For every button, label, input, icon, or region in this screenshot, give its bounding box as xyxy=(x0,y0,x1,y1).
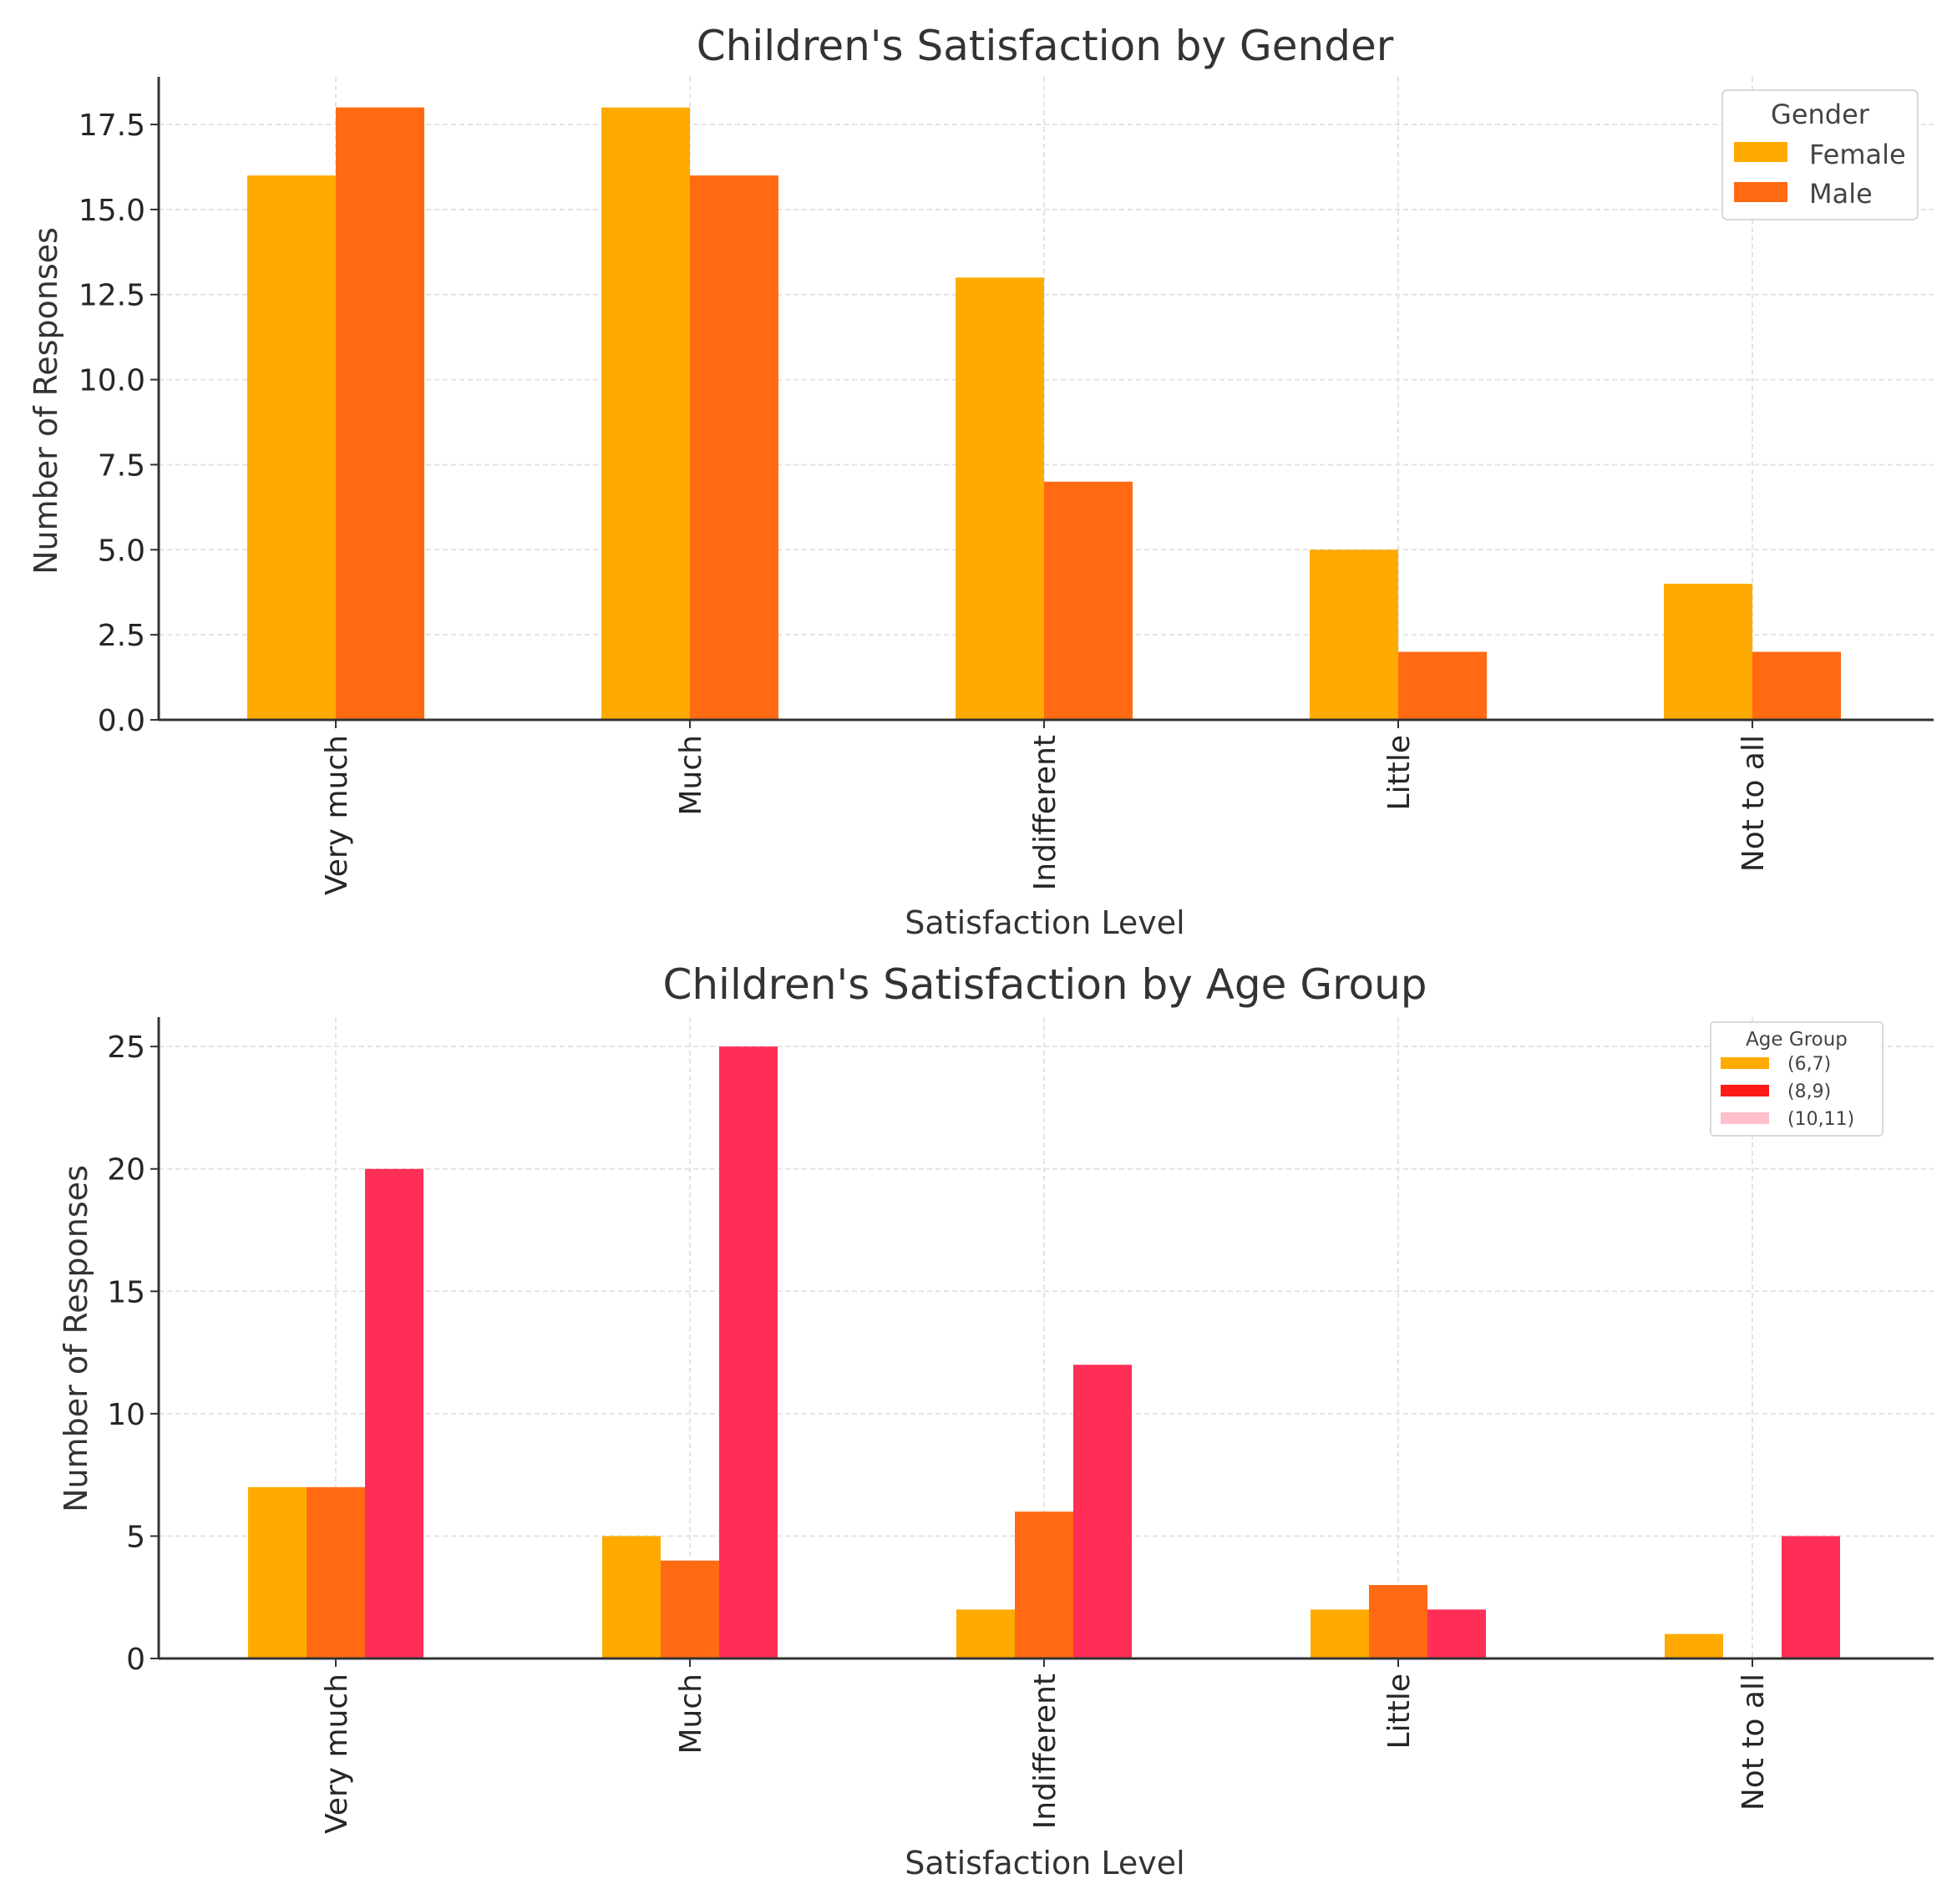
legend: Gender Female Male xyxy=(1721,89,1919,220)
x-axis-label: Satisfaction Level xyxy=(905,1845,1184,1881)
bar-male xyxy=(1044,481,1133,720)
bar-male xyxy=(336,107,424,720)
x-ticks: Very much Much Indifferent Little Not to all xyxy=(320,720,1771,895)
x-axis-label: Satisfaction Level xyxy=(905,904,1184,941)
y-tick-label: 15.0 xyxy=(79,194,145,228)
bar-6-7 xyxy=(248,1486,307,1658)
bar-8-9 xyxy=(1015,1512,1073,1658)
y-tick-label: 0 xyxy=(126,1643,145,1677)
bar-10-11 xyxy=(1782,1536,1840,1658)
legend-swatch-female xyxy=(1734,142,1787,162)
bar-female xyxy=(247,175,336,721)
bar-8-9 xyxy=(1369,1585,1427,1658)
legend-label-10-11: (10,11) xyxy=(1787,1109,1854,1130)
x-tick-label: Little xyxy=(1382,1674,1417,1749)
x-tick-label: Very much xyxy=(320,735,354,895)
legend-label-6-7: (6,7) xyxy=(1787,1054,1831,1075)
y-axis-label: Number of Responses xyxy=(58,1165,94,1512)
bar-10-11 xyxy=(365,1168,423,1658)
y-tick-label: 15 xyxy=(107,1275,145,1309)
x-tick-label: Little xyxy=(1382,735,1417,810)
legend-frame xyxy=(1710,1021,1883,1137)
bar-male xyxy=(1398,651,1487,720)
y-tick-label: 0.0 xyxy=(98,704,145,738)
bar-male xyxy=(1752,651,1841,720)
bar-8-9 xyxy=(307,1486,365,1658)
bar-female xyxy=(956,277,1044,720)
bar-6-7 xyxy=(1665,1633,1723,1658)
chart-gender: Children's Satisfaction by Gender Number… xyxy=(28,22,1934,941)
chart-title: Children's Satisfaction by Gender xyxy=(697,22,1394,70)
y-tick-label: 5 xyxy=(126,1520,145,1554)
chart-title: Children's Satisfaction by Age Group xyxy=(662,960,1427,1009)
x-ticks: Very much Much Indifferent Little Not to all xyxy=(320,1658,1771,1834)
y-tick-label: 12.5 xyxy=(79,279,145,313)
bar-female xyxy=(1664,584,1752,720)
y-tick-label: 17.5 xyxy=(79,109,145,143)
y-tick-label: 10 xyxy=(107,1398,145,1432)
y-axis-label: Number of Responses xyxy=(28,227,64,575)
y-tick-label: 2.5 xyxy=(98,619,145,653)
y-tick-label: 10.0 xyxy=(79,364,145,398)
x-tick-label: Indifferent xyxy=(1028,735,1062,890)
y-tick-label: 5.0 xyxy=(98,534,145,568)
x-tick-label: Indifferent xyxy=(1028,1674,1062,1829)
bar-6-7 xyxy=(956,1609,1015,1658)
legend-title: Gender xyxy=(1771,99,1870,130)
y-tick-label: 25 xyxy=(107,1030,145,1065)
y-ticks: 0 5 10 15 20 25 xyxy=(107,1030,159,1677)
bar-male xyxy=(690,175,778,721)
bar-6-7 xyxy=(1311,1609,1369,1658)
legend: Age Group (6,7) (8,9) (10,11) xyxy=(1710,1021,1883,1137)
legend-swatch-8-9 xyxy=(1721,1085,1769,1096)
legend-swatch-10-11 xyxy=(1721,1112,1769,1124)
bar-6-7 xyxy=(602,1536,661,1658)
x-tick-label: Not to all xyxy=(1736,735,1771,872)
bars xyxy=(248,1046,1840,1658)
y-ticks: 0.0 2.5 5.0 7.5 10.0 12.5 15.0 17.5 xyxy=(79,109,159,738)
x-tick-label: Much xyxy=(674,735,708,816)
bar-female xyxy=(601,107,690,720)
bar-female xyxy=(1310,549,1398,720)
bar-10-11 xyxy=(1427,1609,1486,1658)
x-tick-label: Much xyxy=(674,1674,708,1755)
y-tick-label: 7.5 xyxy=(98,448,145,483)
bar-8-9 xyxy=(661,1560,719,1658)
x-tick-label: Very much xyxy=(320,1674,354,1834)
x-tick-label: Not to all xyxy=(1736,1674,1771,1810)
legend-label-male: Male xyxy=(1809,178,1873,210)
bar-10-11 xyxy=(719,1046,778,1658)
legend-label-8-9: (8,9) xyxy=(1787,1081,1831,1102)
legend-swatch-male xyxy=(1734,182,1787,202)
y-tick-label: 20 xyxy=(107,1153,145,1187)
legend-title: Age Group xyxy=(1746,1029,1848,1051)
legend-swatch-6-7 xyxy=(1721,1057,1769,1069)
bars xyxy=(247,107,1841,721)
bar-10-11 xyxy=(1073,1365,1132,1658)
legend-label-female: Female xyxy=(1809,139,1906,170)
chart-age-group: Children's Satisfaction by Age Group Num… xyxy=(58,960,1934,1881)
